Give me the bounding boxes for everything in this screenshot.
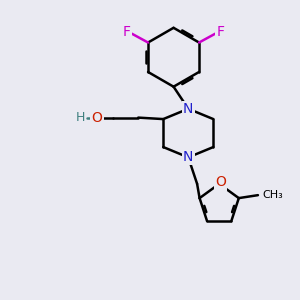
Text: CH₃: CH₃ — [262, 190, 283, 200]
Text: O: O — [92, 111, 102, 124]
Text: N: N — [183, 102, 194, 116]
Text: F: F — [217, 25, 224, 39]
Text: H: H — [76, 111, 86, 124]
Text: N: N — [183, 150, 194, 164]
Text: O: O — [215, 176, 226, 189]
Text: F: F — [123, 25, 130, 39]
